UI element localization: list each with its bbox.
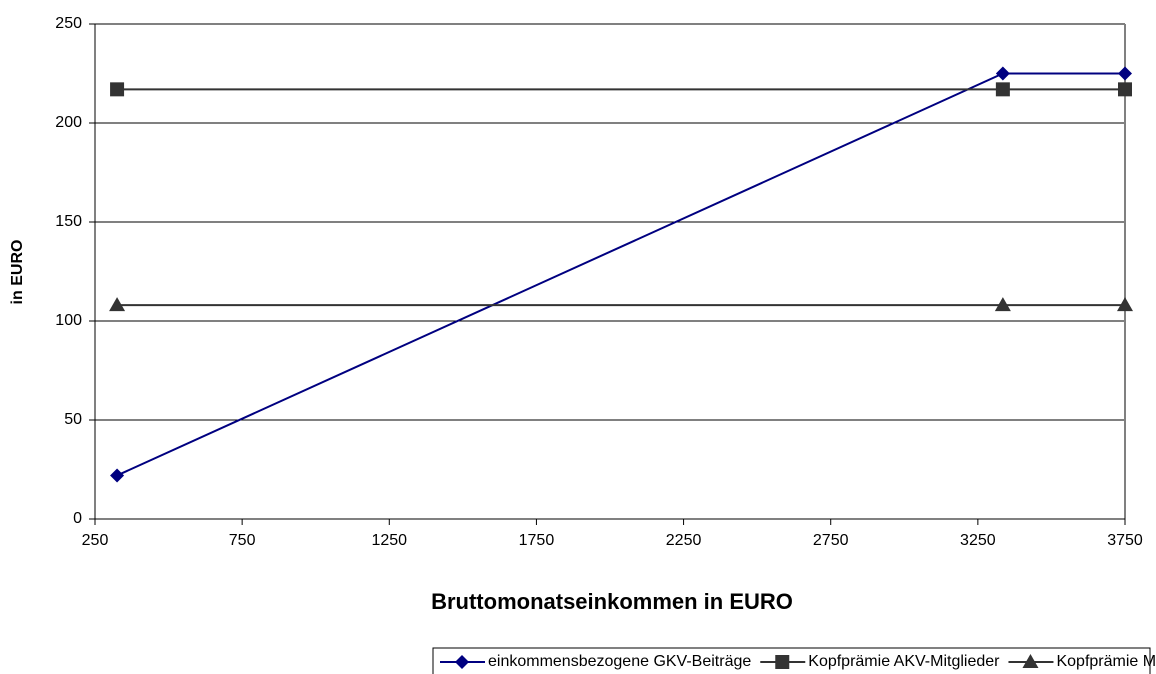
legend-label: Kopfprämie AKV-Mitglieder	[808, 653, 1000, 670]
y-tick-label: 200	[55, 114, 82, 131]
x-tick-label: 2250	[666, 532, 702, 549]
y-tick-label: 150	[55, 213, 82, 230]
marker	[995, 82, 1010, 97]
x-tick-label: 1750	[519, 532, 555, 549]
marker	[109, 297, 126, 312]
marker	[994, 297, 1011, 312]
x-tick-label: 2750	[813, 532, 849, 549]
marker	[110, 468, 125, 483]
marker	[1117, 297, 1133, 312]
legend: einkommensbezogene GKV-Beiträge Kopfprämi…	[432, 647, 1156, 674]
y-tick-label: 0	[73, 510, 82, 527]
x-axis-label: Bruttomonatseinkommen in EURO	[431, 589, 793, 614]
x-tick-label: 3750	[1107, 532, 1143, 549]
marker	[775, 655, 790, 669]
marker	[455, 655, 469, 669]
y-axis-label: in EURO	[9, 240, 26, 305]
marker	[995, 66, 1010, 81]
legend-label: einkommensbezogene GKV-Beiträge	[488, 653, 751, 670]
x-tick-label: 1250	[371, 532, 407, 549]
x-tick-label: 750	[229, 532, 256, 549]
legend-label: Kopfprämie Mitversicherte und Rentner	[1056, 653, 1156, 670]
x-tick-label: 3250	[960, 532, 996, 549]
marker	[1118, 82, 1132, 97]
marker	[110, 82, 125, 97]
series-line	[116, 72, 1125, 477]
y-tick-label: 100	[55, 312, 82, 329]
y-tick-label: 50	[64, 411, 82, 428]
marker	[1022, 654, 1039, 668]
marker	[1118, 66, 1132, 81]
y-tick-label: 250	[55, 15, 82, 32]
x-tick-label: 250	[82, 532, 109, 549]
